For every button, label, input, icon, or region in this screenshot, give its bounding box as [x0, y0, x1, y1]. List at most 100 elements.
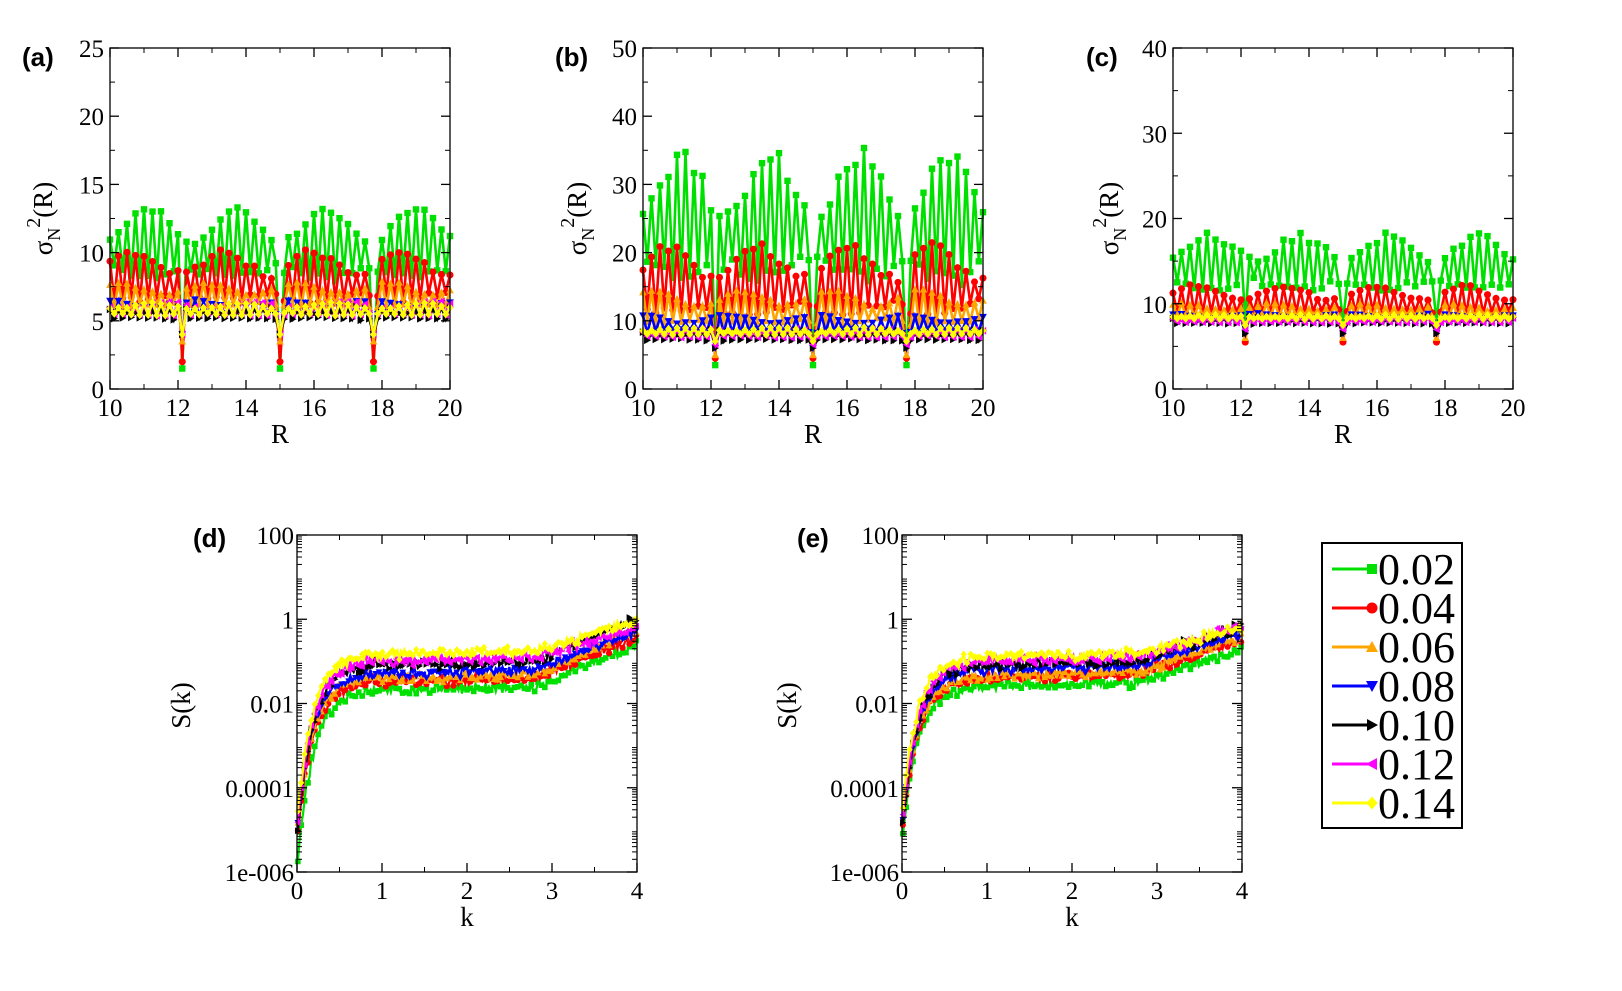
- data-point-0.02: [187, 266, 194, 273]
- data-point-0.08: [1183, 651, 1191, 658]
- data-point-0.14: [1224, 314, 1232, 324]
- data-point-0.08: [826, 313, 834, 321]
- data-point-0.14: [1322, 311, 1330, 320]
- data-point-0.08: [885, 314, 894, 322]
- data-point-0.02: [372, 688, 379, 695]
- data-point-0.14: [602, 624, 609, 632]
- data-point-0.04: [1271, 284, 1279, 292]
- data-point-0.14: [737, 329, 745, 339]
- data-point-0.06: [242, 290, 250, 298]
- data-point-0.04: [975, 295, 983, 303]
- data-point-0.10: [737, 335, 745, 344]
- data-point-0.04: [395, 249, 403, 257]
- data-point-0.02: [937, 701, 943, 707]
- data-point-0.02: [648, 195, 655, 202]
- data-point-0.14: [1207, 315, 1215, 324]
- data-point-0.06: [977, 675, 985, 682]
- data-point-0.14: [1150, 645, 1157, 653]
- data-point-0.02: [1086, 683, 1092, 690]
- data-point-0.02: [332, 705, 338, 711]
- data-point-0.12: [504, 657, 511, 665]
- data-point-0.08: [894, 312, 902, 320]
- data-point-0.14: [728, 329, 736, 338]
- data-point-0.06: [250, 290, 259, 298]
- data-point-0.02: [1361, 281, 1368, 288]
- data-point-0.02: [822, 257, 829, 264]
- data-point-0.08: [527, 670, 535, 677]
- x-tick-label: 4: [631, 878, 644, 905]
- data-point-0.02: [153, 274, 160, 282]
- data-point-0.02: [775, 149, 783, 157]
- data-point-0.04: [945, 251, 953, 259]
- data-point-0.02: [430, 687, 436, 694]
- data-point-0.14: [890, 329, 898, 339]
- data-point-0.04: [208, 252, 216, 260]
- data-point-0.08: [1176, 651, 1184, 658]
- data-point-0.14: [909, 729, 917, 737]
- data-point-0.02: [964, 684, 970, 691]
- data-point-0.02: [703, 261, 710, 269]
- data-point-0.10: [464, 660, 471, 668]
- data-point-0.02: [805, 256, 812, 264]
- data-point-0.04: [928, 239, 936, 247]
- data-point-0.04: [1466, 282, 1475, 290]
- data-point-0.06: [860, 300, 868, 308]
- y-tick-label: 20: [1142, 207, 1167, 234]
- data-point-0.08: [962, 318, 970, 326]
- data-point-0.04: [698, 273, 707, 281]
- data-point-0.08: [1044, 666, 1052, 673]
- legend-item-0.02: 0.02: [1332, 545, 1455, 594]
- data-point-0.12: [1031, 661, 1038, 668]
- data-point-0.02: [548, 678, 555, 685]
- data-point-0.02: [1301, 283, 1308, 290]
- data-point-0.02: [1386, 286, 1393, 294]
- legend-item-0.08: 0.08: [1332, 662, 1455, 711]
- data-point-0.08: [647, 312, 656, 320]
- data-point-0.06: [369, 337, 378, 345]
- data-point-0.06: [834, 286, 843, 294]
- data-point-0.14: [1052, 653, 1059, 661]
- data-point-0.14: [119, 309, 127, 318]
- data-point-0.08: [284, 297, 293, 305]
- data-point-0.02: [1505, 281, 1512, 288]
- data-point-0.02: [661, 263, 668, 271]
- data-point-0.02: [1028, 681, 1035, 688]
- data-point-0.06: [1024, 671, 1032, 679]
- data-point-0.02: [950, 272, 957, 279]
- data-point-0.14: [949, 330, 957, 339]
- data-point-0.06: [267, 285, 276, 293]
- data-point-0.02: [750, 170, 757, 178]
- data-point-0.02: [1075, 683, 1082, 690]
- data-point-0.02: [792, 191, 800, 199]
- data-point-0.10: [440, 661, 447, 668]
- data-point-0.14: [1221, 628, 1228, 636]
- y-tick-label: 40: [612, 104, 637, 131]
- data-point-0.06: [1432, 334, 1441, 342]
- data-point-0.06: [362, 674, 369, 681]
- data-point-0.02: [498, 683, 504, 690]
- data-point-0.04: [114, 252, 123, 260]
- data-point-0.10: [204, 314, 212, 323]
- data-point-0.04: [851, 242, 860, 250]
- data-point-0.02: [971, 188, 978, 196]
- data-point-0.02: [1446, 282, 1453, 290]
- data-point-0.02: [145, 272, 152, 280]
- data-point-0.14: [991, 651, 998, 659]
- x-tick-label: 4: [1236, 878, 1249, 905]
- data-point-0.14: [930, 674, 937, 682]
- data-point-0.08: [395, 673, 403, 681]
- data-point-0.06: [453, 673, 461, 681]
- legend-label: 0.14: [1378, 779, 1455, 828]
- x-tick-label: 12: [699, 395, 724, 422]
- data-point-0.04: [386, 251, 395, 259]
- data-point-0.08: [741, 314, 749, 322]
- data-point-0.14: [399, 310, 407, 319]
- data-point-0.06: [1082, 673, 1089, 681]
- data-point-0.12: [328, 678, 335, 686]
- y-tick-label: 30: [1142, 121, 1167, 148]
- data-point-0.04: [140, 252, 148, 260]
- data-point-0.02: [426, 690, 433, 696]
- data-point-0.10: [1433, 329, 1441, 338]
- data-point-0.10: [1092, 663, 1100, 671]
- data-point-0.14: [391, 309, 399, 319]
